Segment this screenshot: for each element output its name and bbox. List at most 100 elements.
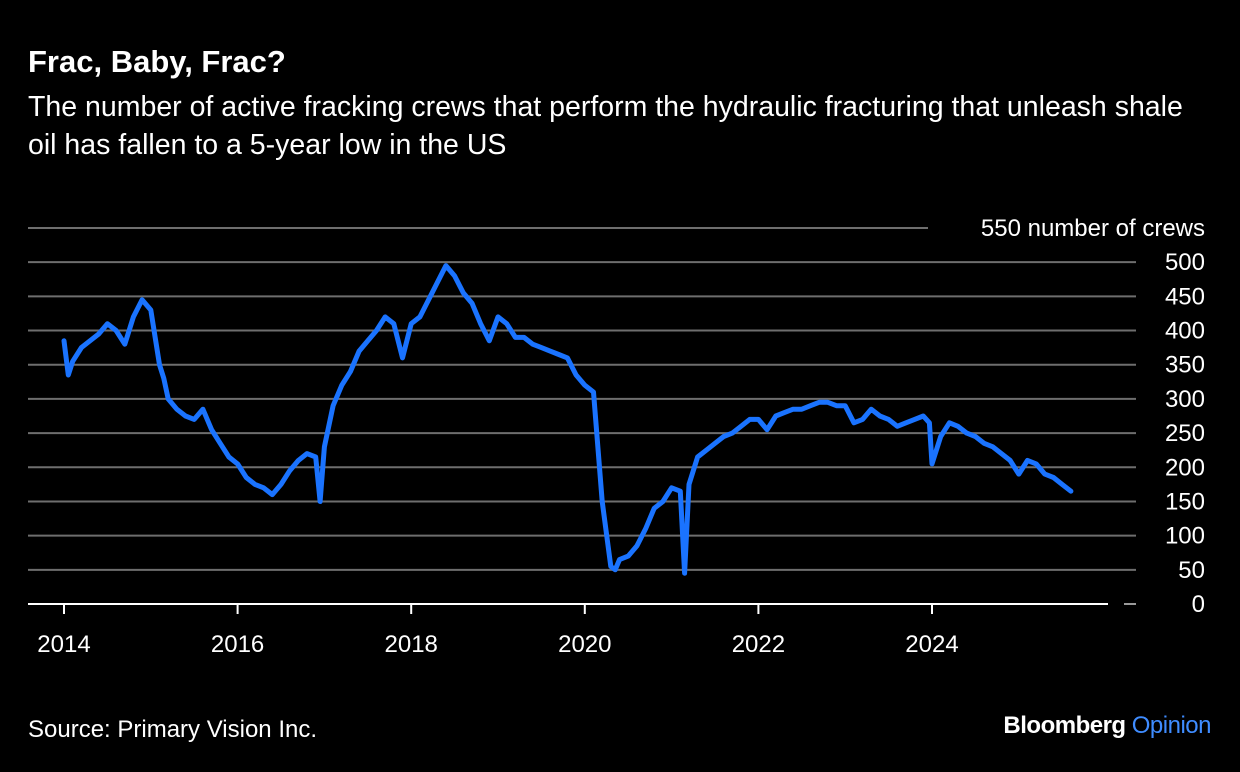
x-tick-label: 2024 xyxy=(905,631,958,658)
data-point xyxy=(774,414,778,418)
data-point xyxy=(496,315,500,319)
data-point xyxy=(861,417,865,421)
y-tick-label: 100 xyxy=(1165,523,1205,550)
data-point xyxy=(383,315,387,319)
data-point xyxy=(470,301,474,305)
data-point xyxy=(236,462,240,466)
data-point xyxy=(895,424,899,428)
data-point xyxy=(149,308,153,312)
data-point xyxy=(765,428,769,432)
y-tick-label: 200 xyxy=(1165,454,1205,481)
data-point xyxy=(1052,476,1055,479)
data-point xyxy=(505,322,509,326)
data-point xyxy=(1043,472,1047,476)
data-point xyxy=(1069,489,1073,493)
data-point xyxy=(71,359,75,363)
data-point xyxy=(401,356,404,360)
data-point xyxy=(565,356,569,360)
data-point xyxy=(939,435,943,438)
data-point xyxy=(114,329,118,332)
data-point xyxy=(162,376,166,380)
data-point xyxy=(166,397,170,401)
data-point xyxy=(1034,462,1038,466)
data-point xyxy=(782,411,786,415)
data-point xyxy=(635,544,639,548)
data-point xyxy=(123,342,127,346)
data-point xyxy=(982,441,986,445)
x-tick-label: 2020 xyxy=(558,631,611,658)
data-point xyxy=(913,417,917,421)
data-point xyxy=(479,322,483,326)
data-point xyxy=(713,441,717,445)
data-point xyxy=(539,346,543,350)
data-point xyxy=(348,370,352,374)
data-point xyxy=(930,462,934,466)
data-point xyxy=(444,264,448,268)
data-point xyxy=(375,329,378,332)
data-point xyxy=(340,383,344,387)
data-point xyxy=(835,404,838,408)
data-point xyxy=(626,554,630,558)
data-point xyxy=(322,445,326,449)
data-point xyxy=(670,486,674,490)
x-axis-ticks: 2014 2016 2018 2020 2022 2024 xyxy=(37,604,959,658)
data-point xyxy=(227,455,231,459)
data-point xyxy=(409,322,413,326)
data-point xyxy=(947,421,951,425)
data-point xyxy=(574,373,578,377)
data-point xyxy=(973,435,977,438)
data-point xyxy=(852,421,856,425)
data-point xyxy=(531,342,535,346)
data-point xyxy=(366,339,370,343)
data-point xyxy=(704,448,708,452)
data-point xyxy=(262,486,266,490)
data-point xyxy=(687,482,691,486)
y-axis-ticks: 0 50 100 150 200 250 300 350 400 450 500 550 number… xyxy=(981,215,1205,618)
data-point xyxy=(487,339,491,343)
data-point xyxy=(427,298,431,302)
series-layer xyxy=(61,263,1074,576)
data-point xyxy=(613,568,617,572)
brand-logo: Bloomberg Opinion xyxy=(1003,712,1211,740)
data-point xyxy=(158,363,161,367)
data-point xyxy=(97,332,101,336)
data-point xyxy=(583,383,587,387)
data-point xyxy=(756,417,760,421)
data-point xyxy=(644,527,648,531)
data-point xyxy=(548,349,552,353)
data-point xyxy=(1008,458,1012,462)
data-point xyxy=(88,339,92,343)
brand-name: Bloomberg xyxy=(1003,712,1126,739)
data-point xyxy=(739,424,743,428)
data-point xyxy=(218,441,222,445)
data-point xyxy=(1017,472,1021,476)
y-tick-label: 350 xyxy=(1165,352,1205,379)
data-point xyxy=(296,458,300,462)
data-point xyxy=(618,558,621,562)
series-line xyxy=(61,263,1074,576)
data-point xyxy=(557,353,561,356)
data-point xyxy=(921,414,925,418)
data-point xyxy=(140,298,144,302)
data-point xyxy=(965,431,969,435)
data-point xyxy=(318,500,322,503)
source-note: Source: Primary Vision Inc. xyxy=(28,716,317,743)
data-point xyxy=(722,435,726,438)
data-point xyxy=(609,564,613,568)
data-point xyxy=(999,452,1003,456)
y-tick-label: 300 xyxy=(1165,386,1205,413)
data-point xyxy=(730,431,734,435)
data-point xyxy=(357,349,361,353)
data-point xyxy=(791,407,795,411)
x-tick-label: 2022 xyxy=(732,631,785,658)
y-tick-label: 500 xyxy=(1165,249,1205,276)
data-point xyxy=(201,407,205,411)
data-point xyxy=(927,421,931,425)
data-point xyxy=(683,571,687,575)
y-tick-label: 250 xyxy=(1165,420,1205,447)
data-point xyxy=(288,469,292,473)
data-point xyxy=(105,322,109,326)
data-point xyxy=(79,346,83,350)
data-point xyxy=(192,417,196,421)
x-tick-label: 2016 xyxy=(211,631,264,658)
